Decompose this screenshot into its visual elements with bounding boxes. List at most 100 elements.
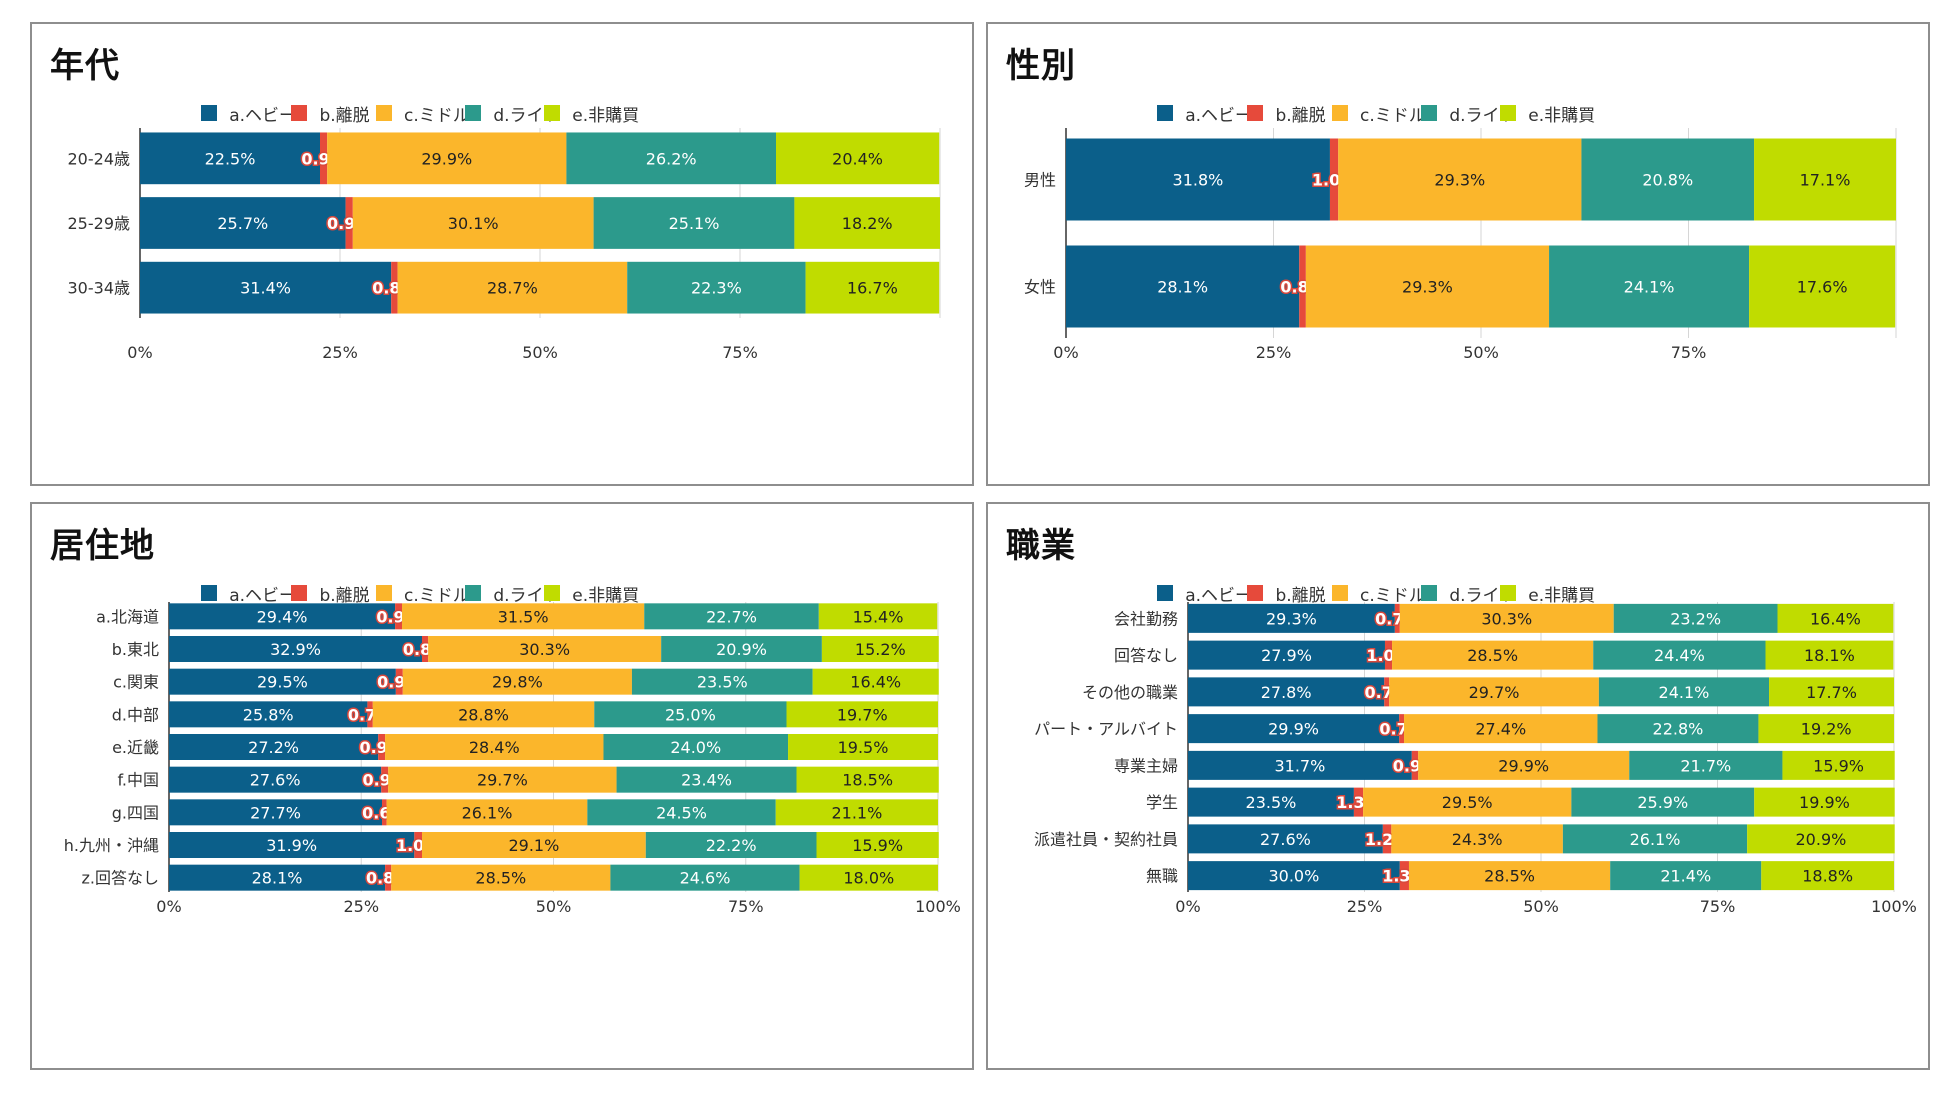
data-label: 26.1% (462, 803, 513, 822)
data-label: 28.7% (487, 279, 538, 298)
legend-swatch (1332, 585, 1349, 601)
data-label: 21.7% (1680, 756, 1731, 775)
legend-item: a.ヘビー (1157, 580, 1252, 606)
chart-title: 年代 (50, 46, 120, 86)
legend-item: a.ヘビー (201, 100, 296, 126)
bar-segment (345, 197, 353, 249)
bar-segment (327, 132, 567, 185)
data-label: 29.3% (1434, 171, 1485, 190)
stacked-bar-chart: 0% 25% 50% 75% 100%会社勤務 29.3% 0.7% 30.3% 23.2% 16… (1034, 602, 1917, 916)
bar-segment (1188, 603, 1395, 633)
bar-segment (1629, 750, 1783, 780)
bar-segment (816, 832, 939, 858)
category-label: f.中国 (117, 771, 159, 790)
bar-segment (1188, 787, 1354, 817)
chart-legend: a.ヘビー b.離脱 c.ミドル d.ライト e.非購買 (32, 100, 972, 126)
category-label: パート・アルバイト (1034, 720, 1178, 739)
data-label: 24.6% (680, 869, 731, 888)
legend-label: b.離脱 (319, 585, 370, 606)
data-label: 24.0% (670, 738, 721, 757)
legend-label: a.ヘビー (1185, 105, 1253, 126)
chart-legend: a.ヘビー b.離脱 c.ミドル d.ライト e.非購買 (32, 580, 972, 606)
legend-label: d.ライト (1449, 105, 1517, 126)
legend-swatch (376, 105, 393, 121)
data-label: 29.4% (257, 607, 308, 626)
data-label: 16.7% (847, 279, 898, 298)
data-label: 27.6% (250, 771, 301, 790)
x-tick-label: 25% (1256, 343, 1292, 362)
bar-segment (644, 603, 819, 630)
bar-segment (382, 799, 387, 826)
bar-segment (1399, 714, 1405, 744)
bar-segment (381, 766, 389, 793)
bar-segment (140, 132, 320, 185)
bar-segment (1391, 824, 1563, 854)
bar-segment (610, 864, 800, 891)
bar-segment (1769, 677, 1894, 707)
category-label: 25-29歳 (68, 214, 131, 233)
bar-segment (1399, 861, 1409, 891)
data-label: 18.2% (842, 214, 893, 233)
bar-segment (140, 261, 392, 314)
bar-segment (1777, 603, 1894, 633)
data-label: 15.4% (853, 607, 904, 626)
category-label: e.近畿 (112, 738, 159, 757)
data-label: 28.5% (1484, 867, 1535, 886)
data-label: 22.8% (1653, 720, 1704, 739)
data-label: 18.8% (1802, 867, 1853, 886)
data-label: 17.1% (1800, 171, 1851, 190)
data-label: 31.9% (266, 836, 317, 855)
data-label: 26.2% (646, 149, 697, 168)
bar-segment (775, 799, 938, 826)
bar-segment (402, 668, 632, 695)
x-tick-label: 25% (343, 897, 379, 916)
data-label: 19.9% (1799, 793, 1850, 812)
data-label: 31.8% (1173, 171, 1224, 190)
bar-segment (1363, 787, 1572, 817)
bar-segment (566, 132, 776, 185)
data-label: 17.7% (1806, 683, 1857, 702)
bar-segment (169, 799, 383, 826)
legend-item: e.非購買 (544, 580, 639, 606)
category-label: 回答なし (1114, 646, 1178, 665)
bar-segment (1610, 861, 1762, 891)
legend-item: e.非購買 (544, 100, 639, 126)
legend-swatch (465, 585, 482, 601)
data-label: 25.0% (665, 705, 716, 724)
data-label: 29.8% (492, 673, 543, 692)
stacked-bar-chart: 0% 25% 50% 75% 100%a.北海道 29.4% 0.9% 31.5% 22.7% 1… (64, 602, 961, 916)
data-label: 29.5% (257, 673, 308, 692)
bar-segment (372, 701, 595, 728)
legend-label: d.ライト (493, 585, 561, 606)
bar-segment (140, 197, 346, 249)
legend-label: e.非購買 (572, 585, 640, 606)
legend-item: b.離脱 (291, 580, 370, 606)
data-label: 29.3% (1402, 278, 1453, 297)
data-label: 24.1% (1624, 278, 1675, 297)
data-label: 22.3% (691, 279, 742, 298)
data-label: 25.7% (217, 214, 268, 233)
category-label: 専業主婦 (1114, 756, 1178, 775)
data-label: 27.7% (250, 803, 301, 822)
data-label: 28.1% (252, 869, 303, 888)
data-label: 21.4% (1660, 867, 1711, 886)
bar-segment (169, 668, 396, 695)
data-label: 15.9% (852, 836, 903, 855)
legend-swatch (1500, 105, 1517, 121)
bar-segment (1188, 824, 1383, 854)
legend-swatch (201, 585, 218, 601)
legend-swatch (1332, 105, 1349, 121)
bar-segment (1382, 824, 1392, 854)
stacked-bar-chart: 0% 25% 50% 75%20-24歳 22.5% 0.9% 29.9% 26.2% 20.4… (68, 128, 941, 362)
x-tick-label: 75% (1671, 343, 1707, 362)
x-tick-label: 0% (127, 343, 152, 362)
data-label: 29.7% (477, 771, 528, 790)
data-label: 24.5% (656, 803, 707, 822)
legend-item: e.非購買 (1500, 580, 1595, 606)
legend-label: c.ミドル (404, 105, 470, 126)
bar-segment (1399, 603, 1614, 633)
bar-segment (1747, 824, 1895, 854)
legend-label: a.ヘビー (1185, 585, 1253, 606)
x-tick-label: 100% (915, 897, 961, 916)
category-label: その他の職業 (1082, 683, 1178, 702)
